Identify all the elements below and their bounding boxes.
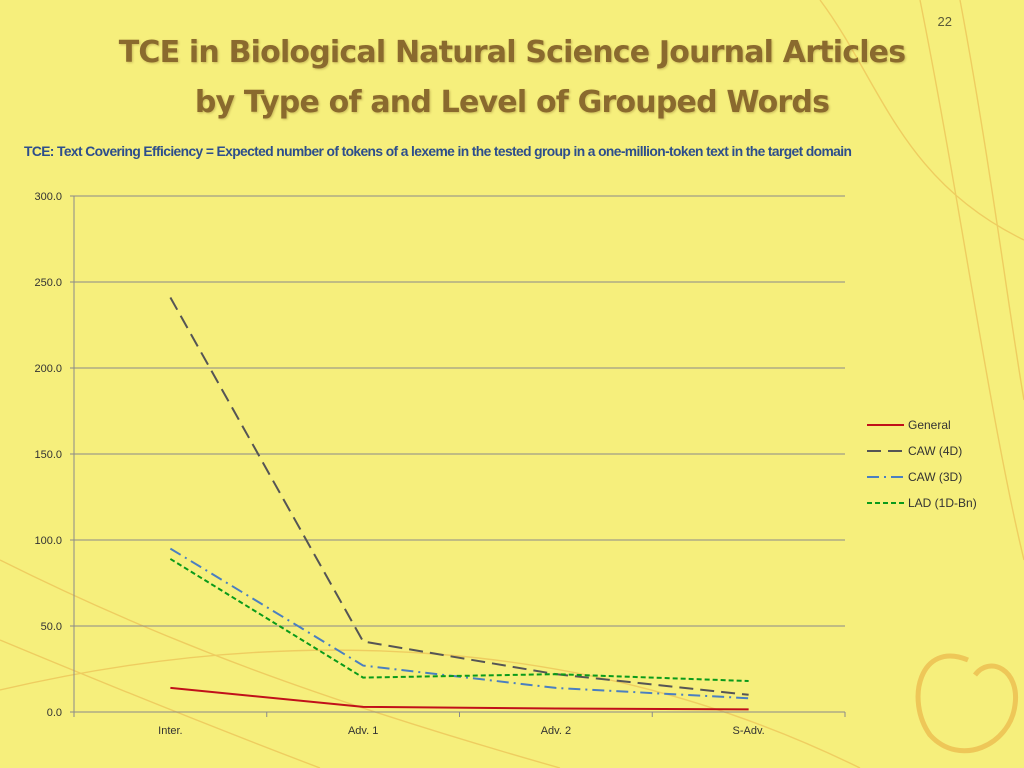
y-tick-label: 250.0 (34, 277, 62, 289)
y-tick-label: 0.0 (47, 707, 62, 719)
slide-number: 22 (937, 14, 952, 29)
y-tick-label: 300.0 (34, 191, 62, 203)
legend-label: CAW (4D) (908, 444, 962, 458)
legend-label: CAW (3D) (908, 470, 962, 484)
slide-subtitle: TCE: Text Covering Efficiency = Expected… (24, 144, 852, 159)
legend-label: LAD (1D-Bn) (908, 496, 977, 510)
y-tick-label: 200.0 (34, 363, 62, 375)
slide-title: TCE in Biological Natural Science Journa… (0, 28, 1024, 128)
y-tick-label: 150.0 (34, 449, 62, 461)
series-line-1 (170, 686, 749, 711)
series-line-2 (169, 296, 749, 696)
x-tick-label: S-Adv. (733, 725, 765, 737)
legend-label: General (908, 418, 951, 432)
x-tick-label: Inter. (158, 725, 182, 737)
slide-title-line-2: by Type of and Level of Grouped Words (194, 85, 830, 120)
y-tick-label: 50.0 (41, 621, 62, 633)
x-tick-label: Adv. 1 (348, 725, 378, 737)
y-tick-label: 100.0 (34, 535, 62, 547)
x-tick-label: Adv. 2 (541, 725, 571, 737)
series-line-4 (169, 558, 749, 683)
slide-title-line-1: TCE in Biological Natural Science Journa… (118, 35, 906, 70)
